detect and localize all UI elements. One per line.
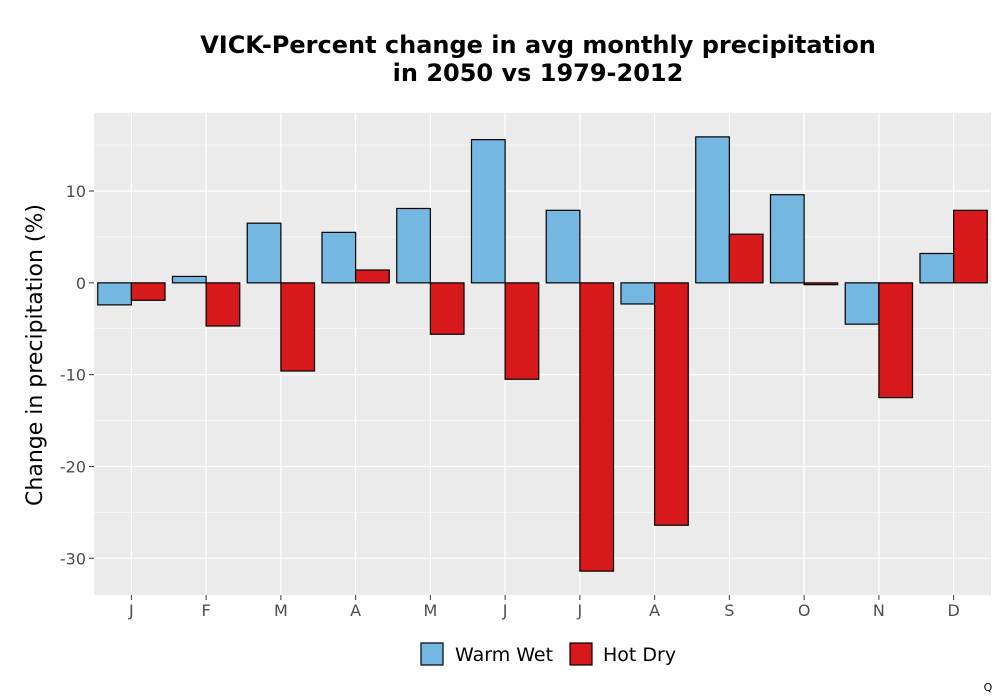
bars [97,136,988,572]
bar-hot-dry-5 [429,282,465,335]
bar-hot-dry-1 [130,282,166,301]
y-axis: -30 -20 -10 0 10 [60,182,94,568]
bar-warm-wet-9 [695,136,730,284]
bar-hot-dry-12 [953,209,988,284]
y-tick-label: -30 [60,549,86,568]
bar-warm-wet-8 [620,282,656,305]
minor-gridlines [94,144,991,513]
bar-warm-wet-4 [321,231,357,284]
bar-warm-wet-7 [545,209,581,284]
legend-label-warm-wet: Warm Wet [455,644,553,666]
x-tick-label: F [202,601,211,620]
bar-warm-wet-11 [844,282,880,325]
y-axis-title: Change in precipitation (%) [23,204,48,506]
chart-title-line2: in 2050 vs 1979-2012 [393,59,684,87]
x-tick-label: J [502,601,508,620]
plot-panel [94,113,991,595]
x-tick-label: J [577,601,583,620]
bar-warm-wet-3 [246,222,282,284]
bar-hot-dry-8 [654,282,689,526]
bar-warm-wet-10 [769,194,805,284]
bar-hot-dry-10 [803,282,839,286]
y-tick-label: 0 [76,274,86,293]
bar-warm-wet-12 [919,252,955,284]
corner-mark: Q [984,681,993,694]
bar-hot-dry-4 [355,269,390,284]
x-tick-label: O [798,601,811,620]
x-tick-label: J [128,601,134,620]
bar-hot-dry-2 [205,282,241,327]
bar-hot-dry-6 [504,282,540,380]
x-tick-label: N [873,601,885,620]
y-tick-label: 10 [66,182,86,201]
x-tick-label: A [649,601,660,620]
bar-hot-dry-9 [728,233,764,284]
bar-hot-dry-7 [579,282,615,572]
x-tick-label: D [947,601,959,620]
bar-warm-wet-2 [171,275,207,284]
bar-warm-wet-1 [97,282,132,306]
legend-key-warm-wet [420,642,444,666]
y-tick-label: -20 [60,457,86,476]
chart-title-line1: VICK-Percent change in avg monthly preci… [200,31,876,59]
x-tick-label: M [423,601,437,620]
x-tick-label: M [274,601,288,620]
bar-warm-wet-6 [470,139,506,284]
bar-warm-wet-5 [396,207,431,284]
bar-hot-dry-3 [280,282,316,372]
legend: Warm Wet Hot Dry [420,642,676,666]
x-tick-label: A [350,601,361,620]
legend-key-hot-dry [569,642,593,666]
y-tick-label: -10 [60,366,86,385]
x-tick-label: S [724,601,734,620]
bar-hot-dry-11 [878,282,914,399]
legend-label-hot-dry: Hot Dry [603,644,676,666]
